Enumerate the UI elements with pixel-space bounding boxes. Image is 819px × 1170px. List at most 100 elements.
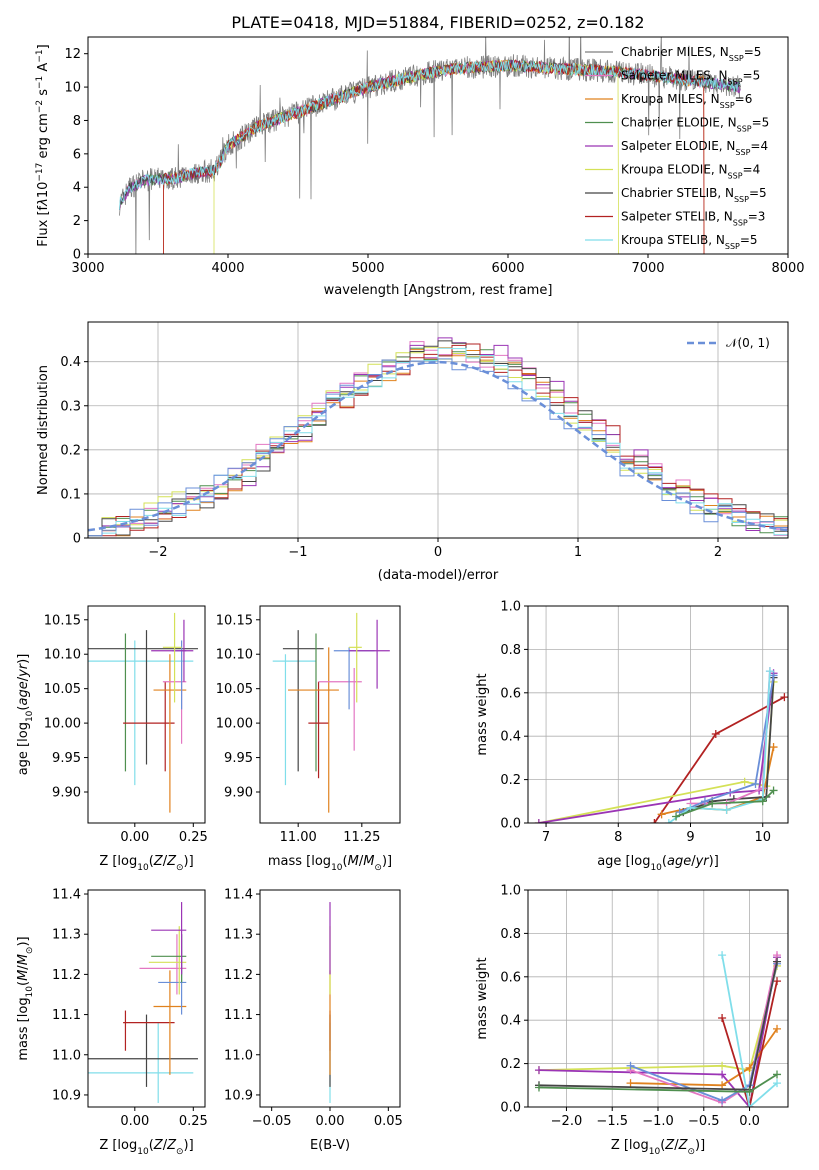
plot-area	[119, 37, 741, 254]
y-tick-label: 0.0	[500, 817, 521, 832]
weight-marker	[626, 1079, 635, 1088]
x-axis-label: age [log10(age/yr)]	[597, 854, 719, 873]
weight-marker	[672, 812, 681, 821]
gaussian-curve	[88, 360, 788, 532]
plot-area	[272, 612, 390, 813]
x-tick-label: 0.00	[120, 830, 149, 845]
x-tick-label: −1	[288, 545, 307, 560]
x-axis-label: Z [log10(Z/Z⊙)]	[99, 854, 193, 873]
y-tick-label: 10.05	[44, 682, 81, 697]
y-axis-label: mass weight	[475, 957, 490, 1039]
x-tick-label: 3000	[71, 261, 104, 276]
y-tick-label: 0	[73, 248, 81, 263]
y-tick-label: 0.1	[60, 487, 81, 502]
plot-area	[534, 951, 782, 1107]
y-tick-label: 11.0	[52, 1048, 81, 1063]
weight-marker	[718, 1070, 727, 1079]
chart-mass-weight-vs-age: age [log10(age/yr)] mass weight 7 8 9 10 0.0 0.…	[475, 600, 789, 873]
y-tick-label: 1.0	[500, 884, 521, 899]
chart-spectrum: Chabrier MILES, NSSP=5 Salpeter MILES, NS…	[35, 13, 805, 298]
y-tick-label: 12	[64, 47, 81, 62]
legend-label: Chabrier ELODIE, NSSP=5	[621, 116, 769, 134]
y-tick-label: 0.4	[500, 1014, 521, 1029]
x-tick-label: 8	[614, 830, 622, 845]
y-tick-label: 0.2	[60, 443, 81, 458]
legend-label: Salpeter ELODIE, NSSP=4	[621, 139, 768, 157]
legend-label: Salpeter MILES, NSSP=5	[621, 69, 760, 87]
weight-marker	[773, 1024, 782, 1033]
weight-marker	[758, 797, 767, 806]
model-line	[163, 59, 705, 254]
weight-marker	[534, 1066, 543, 1075]
y-tick-label: 1.0	[500, 600, 521, 615]
y-tick-label: 9.95	[52, 751, 81, 766]
y-tick-label: 10.9	[224, 1088, 253, 1103]
y-tick-label: 11.2	[224, 968, 253, 983]
x-axis-label: wavelength [Angstrom, rest frame]	[324, 283, 553, 298]
weight-line	[630, 954, 778, 1104]
x-tick-label: 11.00	[280, 830, 317, 845]
x-tick-label: −0.5	[688, 1114, 720, 1129]
y-tick-label: 4	[73, 181, 81, 196]
y-tick-label: 6	[73, 147, 81, 162]
y-axis-label: age [log10(age/yr)]	[16, 654, 35, 776]
y-tick-label: 0.8	[500, 927, 521, 942]
weight-marker	[745, 1063, 754, 1072]
x-tick-label: −1.0	[642, 1114, 674, 1129]
plot-area	[534, 667, 788, 823]
x-tick-label: −0.05	[252, 1114, 292, 1129]
y-tick-label: 9.90	[224, 786, 253, 801]
x-axis-label: (data-model)/error	[378, 568, 499, 583]
y-tick-label: 11.2	[52, 968, 81, 983]
y-tick-label: 11.1	[52, 1008, 81, 1023]
x-tick-label: 6000	[491, 261, 524, 276]
y-tick-label: 0.6	[500, 970, 521, 985]
legend-label: Kroupa MILES, NSSP=6	[621, 92, 752, 110]
y-tick-label: 2	[73, 214, 81, 229]
x-tick-label: 0.00	[120, 1114, 149, 1129]
x-tick-label: 10	[754, 830, 771, 845]
axes-frame	[87, 36, 789, 255]
y-tick-label: 8	[73, 114, 81, 129]
x-tick-label: 7	[542, 830, 550, 845]
weight-marker	[722, 805, 731, 814]
y-tick-label: 10.00	[44, 717, 81, 732]
chart-age-vs-Z: Z [log10(Z/Z⊙)] age [log10(age/yr)] 0.00 0.…	[16, 605, 208, 873]
legend-label: Chabrier STELIB, NSSP=5	[621, 186, 767, 204]
x-tick-label: 0.25	[179, 1114, 208, 1129]
y-tick-label: 10	[64, 81, 81, 96]
model-line	[213, 60, 619, 254]
weight-line	[721, 954, 778, 1107]
weight-line	[630, 1028, 778, 1087]
axes-frame	[87, 605, 206, 824]
y-tick-label: 0.4	[60, 355, 81, 370]
legend-label: 𝒩(0, 1)	[726, 336, 770, 350]
plot-area	[88, 902, 198, 1103]
chart-age-vs-mass: mass [log10(M/M⊙)] 11.00 11.25 9.90 9.95 10.0…	[216, 605, 401, 873]
y-tick-label: 10.10	[44, 648, 81, 663]
weight-marker	[765, 667, 774, 676]
y-tick-label: 9.90	[52, 786, 81, 801]
x-tick-label: 1	[574, 545, 582, 560]
weight-marker	[534, 1083, 543, 1092]
y-tick-label: 10.15	[44, 613, 81, 628]
weight-marker	[718, 1096, 727, 1105]
weight-line	[721, 980, 778, 1107]
weight-marker	[650, 819, 659, 823]
x-axis-label: mass [log10(M/M⊙)]	[268, 854, 392, 873]
weight-marker	[626, 1061, 635, 1070]
y-axis-label: mass [log10(M/M⊙)]	[16, 936, 35, 1060]
y-tick-label: 11.4	[224, 888, 253, 903]
axes-frame	[259, 605, 401, 824]
y-tick-label: 10.9	[52, 1088, 81, 1103]
y-tick-label: 0.2	[500, 1057, 521, 1072]
y-tick-label: 11.3	[52, 928, 81, 943]
plot-area	[88, 337, 788, 537]
chart-mass-vs-Z: Z [log10(Z/Z⊙)] mass [log10(M/M⊙)] 0.00 0.2…	[16, 888, 208, 1157]
weight-marker	[711, 730, 720, 739]
axes-frame	[87, 889, 206, 1108]
weight-marker	[773, 1070, 782, 1079]
x-axis-label: Z [log10(Z/Z⊙)]	[99, 1138, 193, 1157]
weight-marker	[773, 977, 782, 986]
